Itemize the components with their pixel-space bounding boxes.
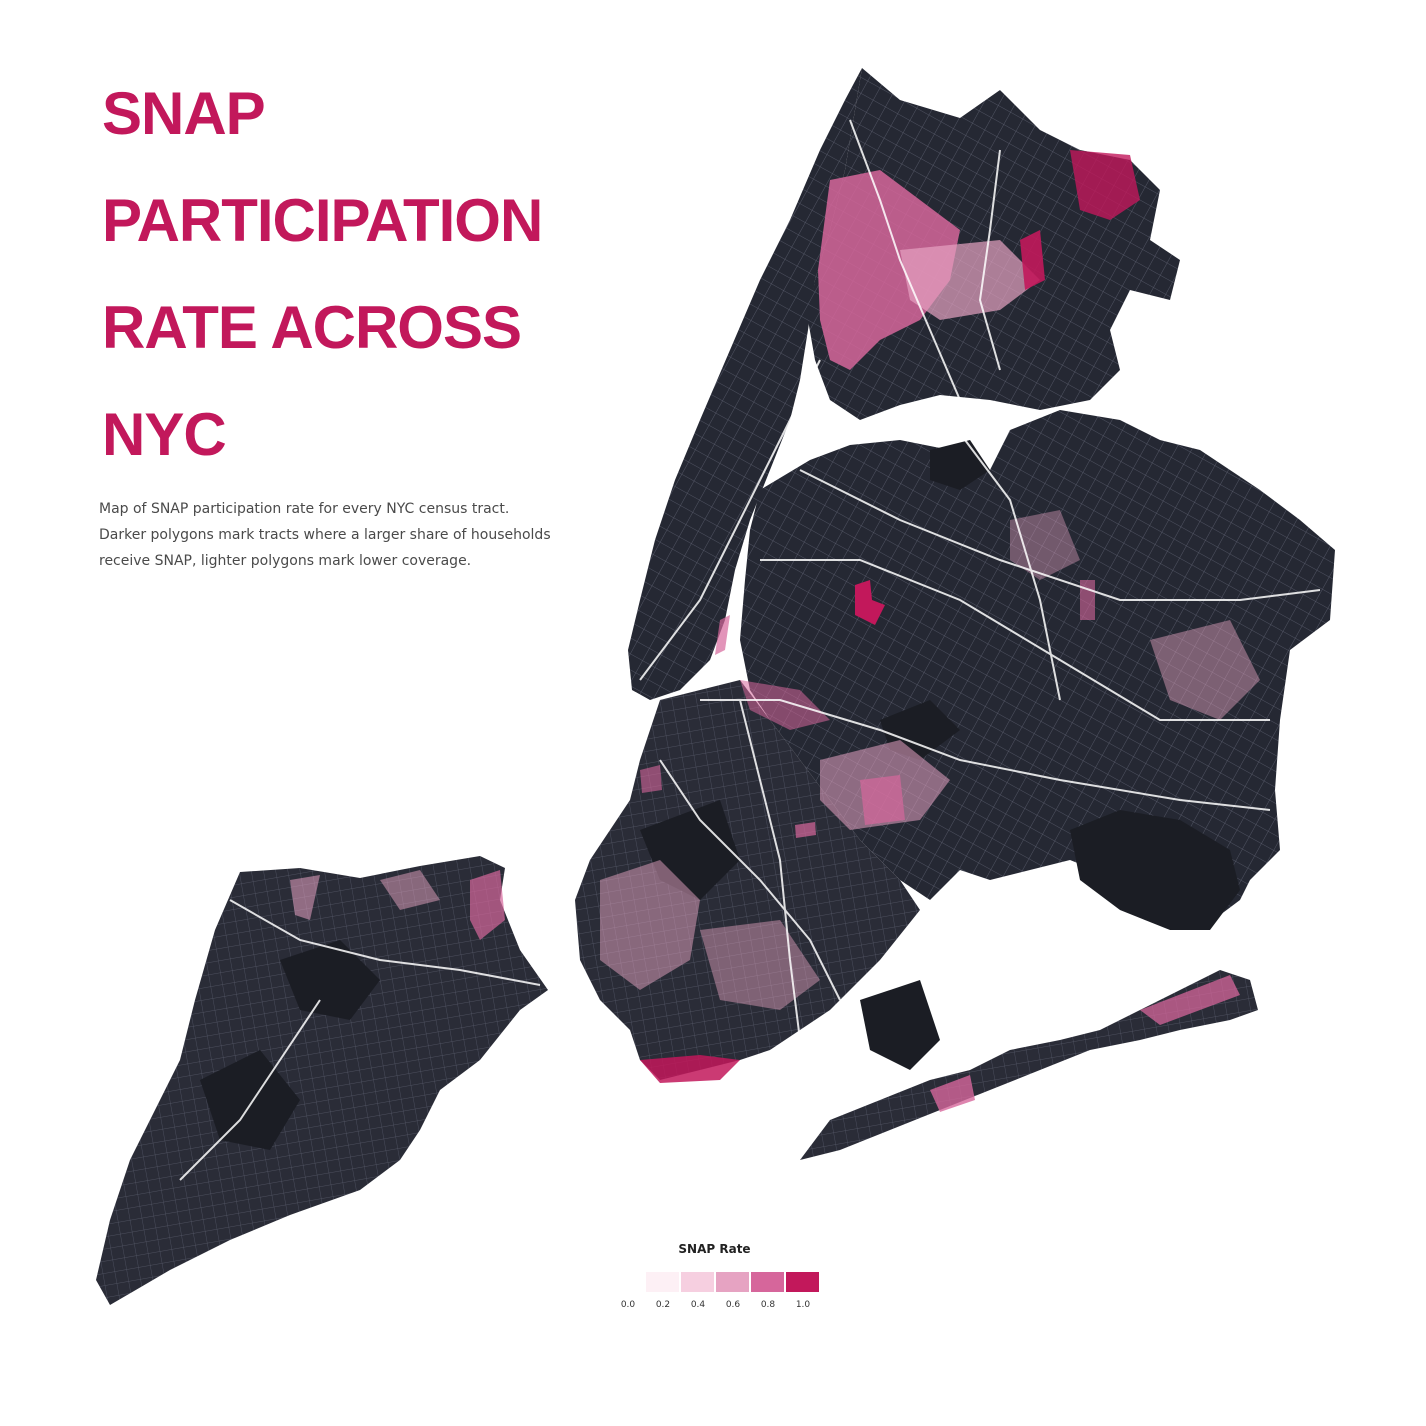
legend-swatches <box>646 1272 821 1292</box>
title-line-2: PARTICIPATION <box>102 187 543 254</box>
legend-tick-label: 0.0 <box>620 1300 636 1310</box>
park-area <box>200 1050 300 1150</box>
staten-island <box>96 856 548 1305</box>
legend-tick-label: 1.0 <box>795 1300 811 1310</box>
legend-title: SNAP Rate <box>678 1242 751 1256</box>
park-area <box>280 940 380 1020</box>
jamaica-bay <box>890 880 1190 1050</box>
jfk-airport <box>1070 810 1240 930</box>
high-rate-tracts <box>290 150 1260 1112</box>
brooklyn <box>575 680 920 1080</box>
legend-tick-label: 0.4 <box>690 1300 706 1310</box>
legend-tick-label: 0.8 <box>760 1300 776 1310</box>
title-line-1: SNAP <box>102 80 266 147</box>
rockaway <box>800 970 1258 1160</box>
legend-swatch-1 <box>681 1272 714 1292</box>
map-title: SNAP PARTICIPATION RATE ACROSS NYC <box>102 60 622 488</box>
legend-swatch-4 <box>786 1272 819 1292</box>
map-description: Map of SNAP participation rate for every… <box>99 501 551 569</box>
legend-swatch-0 <box>646 1272 679 1292</box>
legend-swatch-3 <box>751 1272 784 1292</box>
major-streets <box>179 119 1321 1181</box>
legend-ticks: 0.0 0.2 0.4 0.6 0.8 1.0 <box>612 1300 842 1316</box>
legend-tick-label: 0.6 <box>725 1300 741 1310</box>
title-line-3: RATE ACROSS <box>102 294 522 361</box>
legend: SNAP Rate 0.0 0.2 0.4 0.6 0.8 1.0 <box>612 1240 842 1320</box>
title-line-4: NYC <box>102 401 227 468</box>
legend-tick-label: 0.2 <box>655 1300 671 1310</box>
park-area <box>860 980 940 1070</box>
legend-swatch-2 <box>716 1272 749 1292</box>
manhattan <box>628 68 862 700</box>
